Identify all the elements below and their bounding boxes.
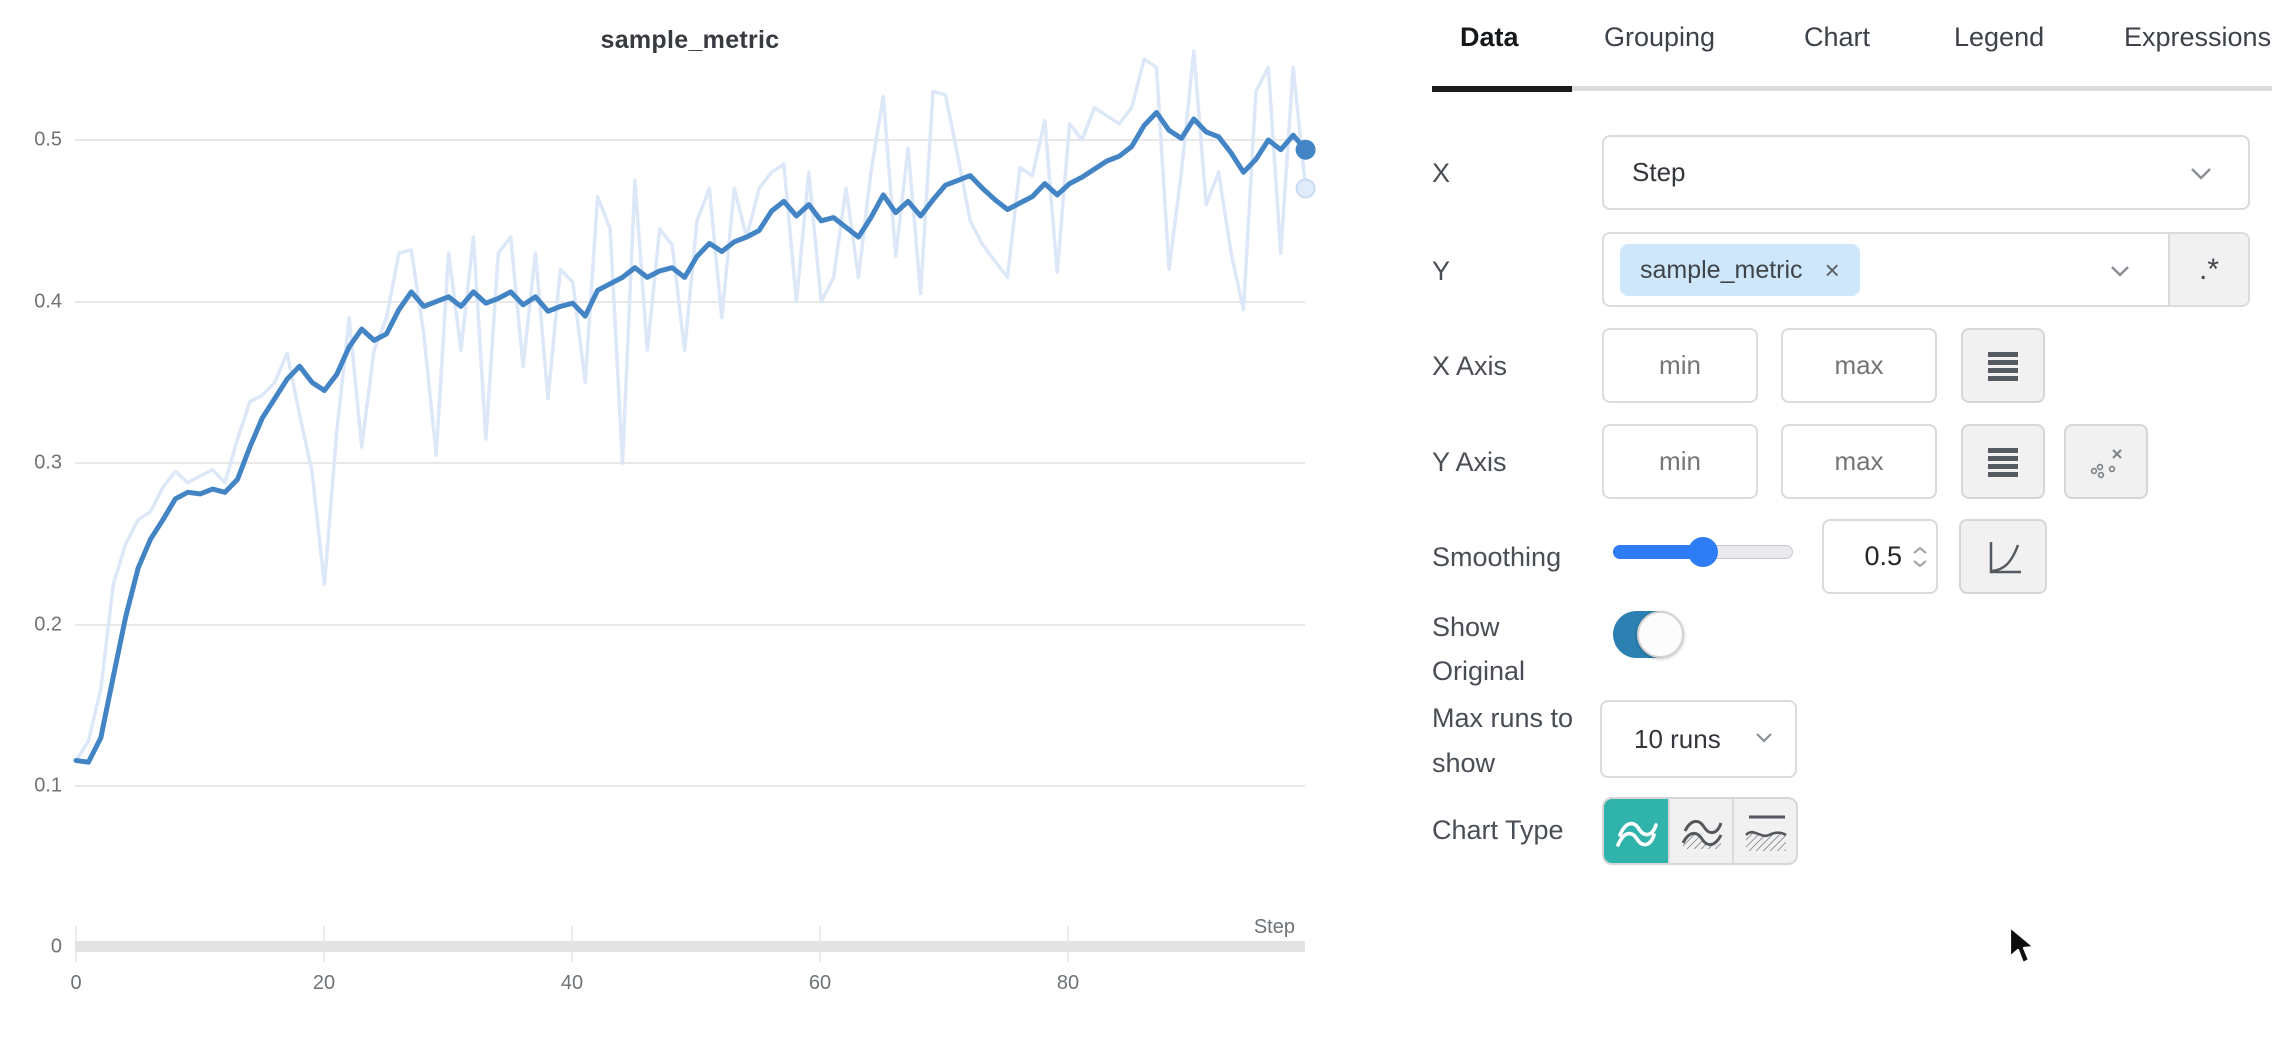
x-axis-bar [75,941,1305,952]
x-axis-max-input[interactable] [1781,328,1937,403]
ignore-outliers-icon [2090,448,2122,478]
x-tick-label: 60 [808,972,832,994]
max-runs-label: Max runs to [1432,703,1574,733]
plot-area[interactable] [0,0,1432,1040]
x-tick-label: 80 [1056,972,1080,994]
x-tick-label: 40 [560,972,584,994]
y-metric-tag: sample_metric × [1620,244,1860,296]
chevron-down-icon [2111,266,2129,277]
chevron-down-icon [1913,559,1927,567]
line-plot-icon [1616,821,1658,847]
y-tick-label: 0.5 [34,128,62,151]
y-field-select[interactable]: sample_metric × .* [1602,232,2250,307]
regex-toggle-button[interactable]: .* [2168,234,2248,305]
smoothed-line [73,110,1309,765]
toggle-knob [1637,611,1684,658]
chart-type-group [1602,797,1798,865]
x-tick-label: 0 [70,972,82,994]
original-endpoint-dot [1295,178,1316,199]
tab-data[interactable]: Data [1460,22,1519,52]
area-plot-icon [1681,820,1723,849]
settings-panel: Data Grouping Chart Legend Expressions [1432,0,2272,1040]
tab-chart[interactable]: Chart [1804,22,1871,52]
ignore-outliers-button[interactable] [2064,424,2148,499]
max-runs-value: 10 runs [1634,724,1721,754]
smoothing-label: Smoothing [1432,542,1562,572]
tab-expressions[interactable]: Expressions [2124,22,2272,52]
tab-underline-active [1432,86,1572,92]
chevron-down-icon [2191,168,2211,180]
x-axis-log-scale-button[interactable] [1961,328,2045,403]
y-field-label: Y [1432,256,1451,286]
smoothing-slider-thumb[interactable] [1688,537,1718,567]
smoothing-slider-fill [1613,545,1703,559]
max-runs-label: show [1432,748,1496,778]
log-scale-icon [1988,351,2018,381]
smoothing-value-input[interactable]: 0.5 [1822,519,1938,594]
max-runs-select[interactable]: 10 runs [1600,700,1797,778]
x-field-value: Step [1632,157,1686,187]
smoothing-curve-icon [1989,541,2021,573]
log-scale-icon [1988,447,2018,477]
y-tick-label: 0.1 [34,774,62,797]
chart-title: sample_metric [600,26,780,54]
chevron-down-icon [1756,733,1772,743]
show-original-toggle[interactable] [1613,611,1684,658]
smoothing-type-button[interactable] [1959,519,2047,594]
y-axis-min-input[interactable] [1602,424,1758,499]
show-original-label: Show [1432,612,1500,642]
mouse-cursor [2008,925,2036,965]
y-axis-log-scale-button[interactable] [1961,424,2045,499]
x-tick-label: 20 [312,972,336,994]
y-axis-label: Y Axis [1432,447,1507,477]
y-metric-tag-label: sample_metric [1640,255,1803,284]
y-tick-label: 0.2 [34,613,62,636]
chart-type-label: Chart Type [1432,815,1564,845]
number-stepper[interactable] [1912,546,1928,568]
x-field-label: X [1432,158,1451,188]
x-axis-title: Step [1253,916,1295,938]
x-axis-label: X Axis [1432,351,1508,381]
x-axis-min-input[interactable] [1602,328,1758,403]
y-axis-max-input[interactable] [1781,424,1937,499]
y-tick-label: 0 [50,935,62,958]
y-tick-label: 0.4 [34,290,62,313]
x-field-select[interactable]: Step [1602,135,2250,210]
tab-grouping[interactable]: Grouping [1604,22,1716,52]
gridlines [75,139,1305,787]
tab-legend[interactable]: Legend [1954,22,2045,52]
tab-underline-track [1432,86,2272,91]
remove-tag-icon[interactable]: × [1824,255,1840,285]
chart-type-minmax-button[interactable] [1732,799,1796,863]
chart-type-area-button[interactable] [1668,799,1732,863]
show-original-label: Original [1432,656,1526,686]
original-line [74,49,1308,762]
chevron-up-icon [1913,546,1927,554]
chart-type-line-button[interactable] [1604,799,1668,863]
smoothed-endpoint-dot [1295,139,1316,160]
y-tick-label: 0.3 [34,451,62,474]
chart-panel: sample_metric 0.5 0.4 0.3 0.2 0.1 0 [0,0,1432,1040]
smoothing-value: 0.5 [1864,541,1902,571]
minmax-plot-icon [1745,815,1787,851]
